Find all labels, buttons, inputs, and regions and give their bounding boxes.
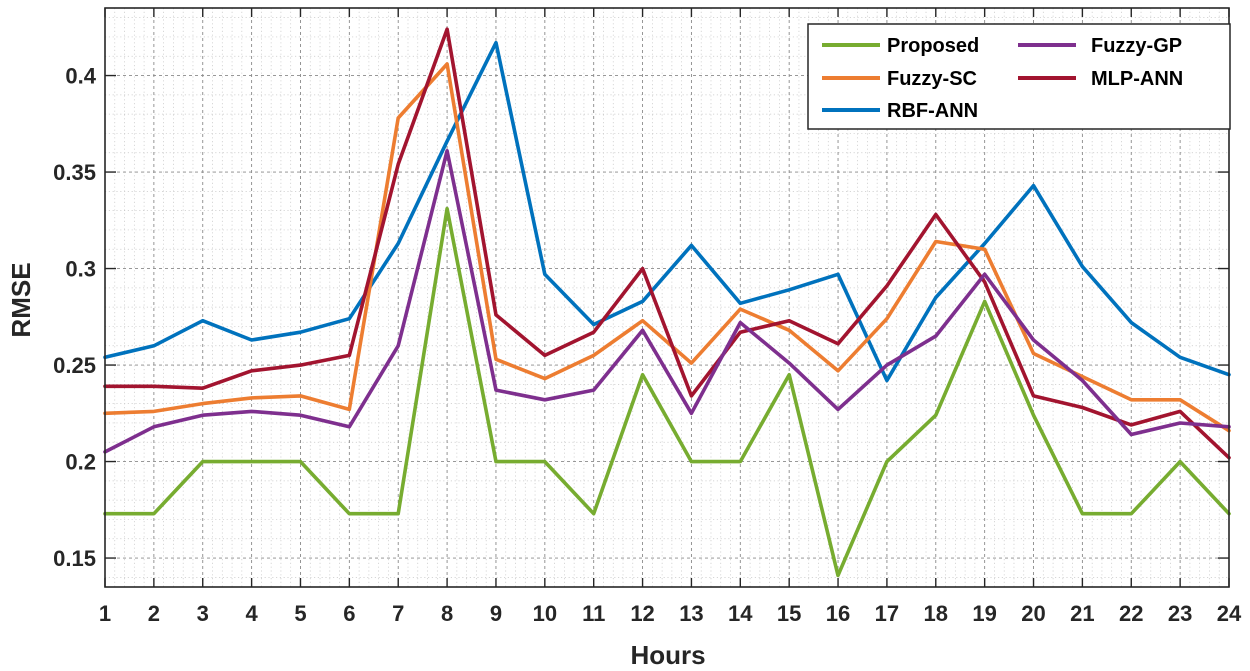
legend-label-proposed: Proposed	[887, 35, 979, 57]
legend-item-fuzzy-gp: Fuzzy-GP	[1018, 35, 1182, 57]
y-axis-label: RMSE	[6, 262, 36, 337]
x-tick-label: 3	[197, 601, 209, 626]
x-tick-label: 9	[490, 601, 502, 626]
legend-item-mlp-ann: MLP-ANN	[1018, 68, 1183, 90]
x-tick-label: 1	[99, 601, 111, 626]
x-tick-label: 18	[924, 601, 948, 626]
axis-ticks	[104, 8, 1230, 587]
legend-label-mlp-ann: MLP-ANN	[1091, 68, 1183, 90]
plot-frame	[104, 7, 1230, 588]
y-tick-label: 0.2	[65, 450, 96, 475]
y-tick-label: 0.25	[53, 353, 96, 378]
legend-label-fuzzy-gp: Fuzzy-GP	[1091, 35, 1182, 57]
legend: Proposed Fuzzy-GP Fuzzy-SC MLP-ANN RBF-A…	[807, 23, 1231, 130]
x-tick-label: 15	[777, 601, 801, 626]
y-tick-label: 0.35	[53, 160, 96, 185]
x-tick-label: 17	[875, 601, 899, 626]
legend-item-fuzzy-sc: Fuzzy-SC	[822, 68, 977, 90]
x-tick-label: 10	[533, 601, 557, 626]
legend-label-fuzzy-sc: Fuzzy-SC	[887, 68, 977, 90]
x-tick-labels: 1 2 3 4 5 6 7 8 9 10 11 12 13 14 15 16 17 18 19 20 21 22 23 24	[99, 601, 1242, 626]
x-tick-label: 19	[972, 601, 996, 626]
x-tick-label: 21	[1070, 601, 1094, 626]
minor-grid	[105, 8, 1229, 587]
y-tick-label: 0.3	[65, 257, 96, 282]
y-tick-labels: 0.15 0.2 0.25 0.3 0.35 0.4	[53, 64, 97, 571]
series-line-mlp-ann	[103, 27, 1231, 460]
x-tick-label: 6	[343, 601, 355, 626]
x-tick-label: 11	[582, 601, 605, 626]
y-tick-label: 0.15	[53, 546, 96, 571]
x-tick-label: 23	[1168, 601, 1192, 626]
legend-item-rbf-ann: RBF-ANN	[822, 100, 978, 122]
legend-label-rbf-ann: RBF-ANN	[887, 100, 978, 122]
y-tick-label: 0.4	[65, 64, 96, 89]
x-tick-label: 5	[294, 601, 306, 626]
x-tick-label: 16	[826, 601, 850, 626]
series-line-fuzzy-gp	[103, 149, 1231, 454]
series-line-rbf-ann	[103, 40, 1231, 383]
x-tick-label: 20	[1021, 601, 1045, 626]
x-tick-label: 22	[1119, 601, 1143, 626]
series-line-fuzzy-sc	[103, 62, 1231, 433]
x-tick-label: 4	[245, 601, 258, 626]
x-tick-label: 13	[679, 601, 703, 626]
major-grid	[104, 8, 1230, 587]
series-line-proposed	[103, 206, 1231, 578]
x-tick-label: 24	[1217, 601, 1242, 626]
x-tick-label: 14	[728, 601, 753, 626]
x-tick-label: 12	[630, 601, 654, 626]
series-lines	[103, 27, 1231, 578]
x-tick-label: 2	[148, 601, 160, 626]
x-tick-label: 7	[392, 601, 404, 626]
x-tick-label: 8	[441, 601, 453, 626]
x-axis-label: Hours	[630, 640, 705, 670]
legend-item-proposed: Proposed	[822, 35, 979, 57]
